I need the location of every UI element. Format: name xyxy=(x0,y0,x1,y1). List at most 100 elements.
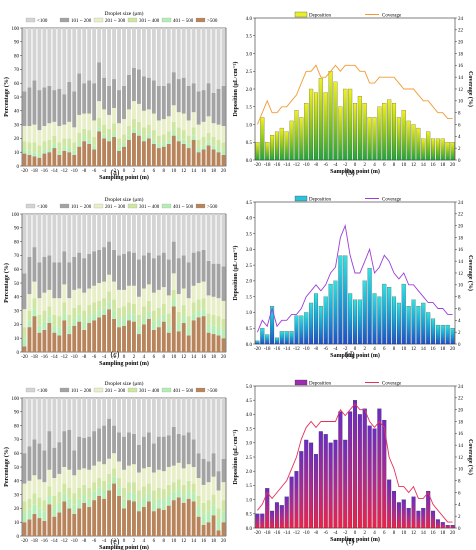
x-tick-label: -8 xyxy=(82,539,87,544)
deposition-bar xyxy=(392,296,397,345)
bar-segment xyxy=(206,313,211,325)
bar-segment xyxy=(196,478,201,496)
deposition-bar xyxy=(323,296,328,345)
bar-segment xyxy=(196,28,201,92)
stacked-chart-a: Droplet size (μm) <100 101 ~ 200 201 ~ 300 3… xyxy=(3,10,227,181)
bar-segment xyxy=(151,113,156,131)
bar-segment xyxy=(27,509,32,520)
right-axis-label: Coverage (%) xyxy=(467,255,474,291)
deposition-bar xyxy=(411,299,416,345)
deposition-bar xyxy=(411,496,416,529)
y-tick-label: 60 xyxy=(14,268,20,273)
right-tick-label: 6 xyxy=(458,307,461,312)
bar-segment xyxy=(92,214,97,252)
legend-swatch xyxy=(161,203,172,209)
bar-segment xyxy=(122,436,126,470)
bar-segment xyxy=(92,500,97,536)
bar-segment xyxy=(62,94,67,125)
bar-segment xyxy=(122,487,126,499)
bar-segment xyxy=(37,325,42,333)
bar-segment xyxy=(156,327,161,352)
bar-segment xyxy=(146,77,151,110)
legend-swatch xyxy=(127,387,138,393)
bar-segment xyxy=(37,145,42,154)
bar-segment xyxy=(27,519,32,536)
bar-segment xyxy=(196,251,201,283)
bar-segment xyxy=(166,398,171,436)
bar-segment xyxy=(117,461,121,479)
bar-segment xyxy=(117,432,121,462)
y-tick-label: 0 xyxy=(17,535,20,540)
bar-segment xyxy=(122,469,126,488)
bar-segment xyxy=(87,254,92,289)
bar-segment xyxy=(221,329,226,339)
bar-segment xyxy=(161,146,166,166)
deposition-bar xyxy=(338,411,343,529)
panel-label-e: (e) xyxy=(111,537,120,546)
deposition-bar xyxy=(309,442,314,529)
panel-label-c: (c) xyxy=(111,350,120,359)
bar-segment xyxy=(62,302,67,314)
bar-segment xyxy=(112,476,116,484)
right-tick-label: 4 xyxy=(458,135,461,140)
x-tick-label: -8 xyxy=(314,531,319,536)
bar-segment xyxy=(196,139,201,149)
bar-segment xyxy=(181,398,186,436)
bar-segment xyxy=(191,112,196,128)
bar-segment xyxy=(122,214,126,255)
x-tick-label: -4 xyxy=(333,163,338,168)
bar-segment xyxy=(42,329,47,352)
x-tick-label: 14 xyxy=(191,539,197,544)
right-tick-label: 2 xyxy=(458,331,461,336)
bar-segment xyxy=(57,473,62,492)
bar-segment xyxy=(107,28,112,86)
bar-segment xyxy=(141,306,146,318)
bar-segment xyxy=(211,214,216,264)
bar-segment xyxy=(151,292,156,311)
y-tick-label: 90 xyxy=(14,411,20,416)
x-tick-label: -12 xyxy=(61,169,68,174)
y-tick-label: 20 xyxy=(14,137,20,142)
x-tick-label: -16 xyxy=(41,539,48,544)
deposition-bar xyxy=(416,127,421,161)
x-tick-label: 8 xyxy=(163,539,166,544)
bar-segment xyxy=(42,28,47,88)
bar-segment xyxy=(186,214,191,263)
deposition-bar xyxy=(284,131,289,161)
bar-segment xyxy=(22,522,27,536)
deposition-bar xyxy=(362,280,367,345)
coverage-line xyxy=(257,403,453,523)
bar-segment xyxy=(216,335,221,352)
right-tick-label: 8 xyxy=(458,111,461,116)
bar-segment xyxy=(176,489,181,498)
panel-label-a: (a) xyxy=(111,168,120,177)
bar-segment xyxy=(146,501,151,536)
bar-segment xyxy=(132,28,136,69)
bar-segment xyxy=(82,484,87,495)
y-tick-label: 40 xyxy=(14,296,20,301)
bar-segment xyxy=(216,471,221,491)
bar-segment xyxy=(62,124,67,139)
bar-segment xyxy=(62,313,67,321)
x-tick-label: 20 xyxy=(450,163,456,168)
x-tick-label: -16 xyxy=(274,531,281,536)
y-tick-label: 70 xyxy=(14,254,20,259)
deposition-bar xyxy=(313,293,318,345)
bar-segment xyxy=(211,453,216,477)
bar-segment xyxy=(42,310,47,322)
bar-segment xyxy=(102,490,107,499)
bar-segment xyxy=(141,324,146,352)
bar-segment xyxy=(102,298,107,308)
deposition-bar xyxy=(289,476,294,529)
left-tick-label: 3.0 xyxy=(246,52,253,57)
left-tick-label: 3.5 xyxy=(246,427,253,432)
bar-segment xyxy=(117,146,121,151)
bar-segment xyxy=(37,398,42,444)
right-tick-label: 18 xyxy=(458,52,464,57)
bar-segment xyxy=(136,325,141,335)
x-tick-label: 6 xyxy=(383,531,386,536)
bar-segment xyxy=(72,513,77,536)
bar-segment xyxy=(77,142,82,147)
x-tick-label: 20 xyxy=(450,531,456,536)
